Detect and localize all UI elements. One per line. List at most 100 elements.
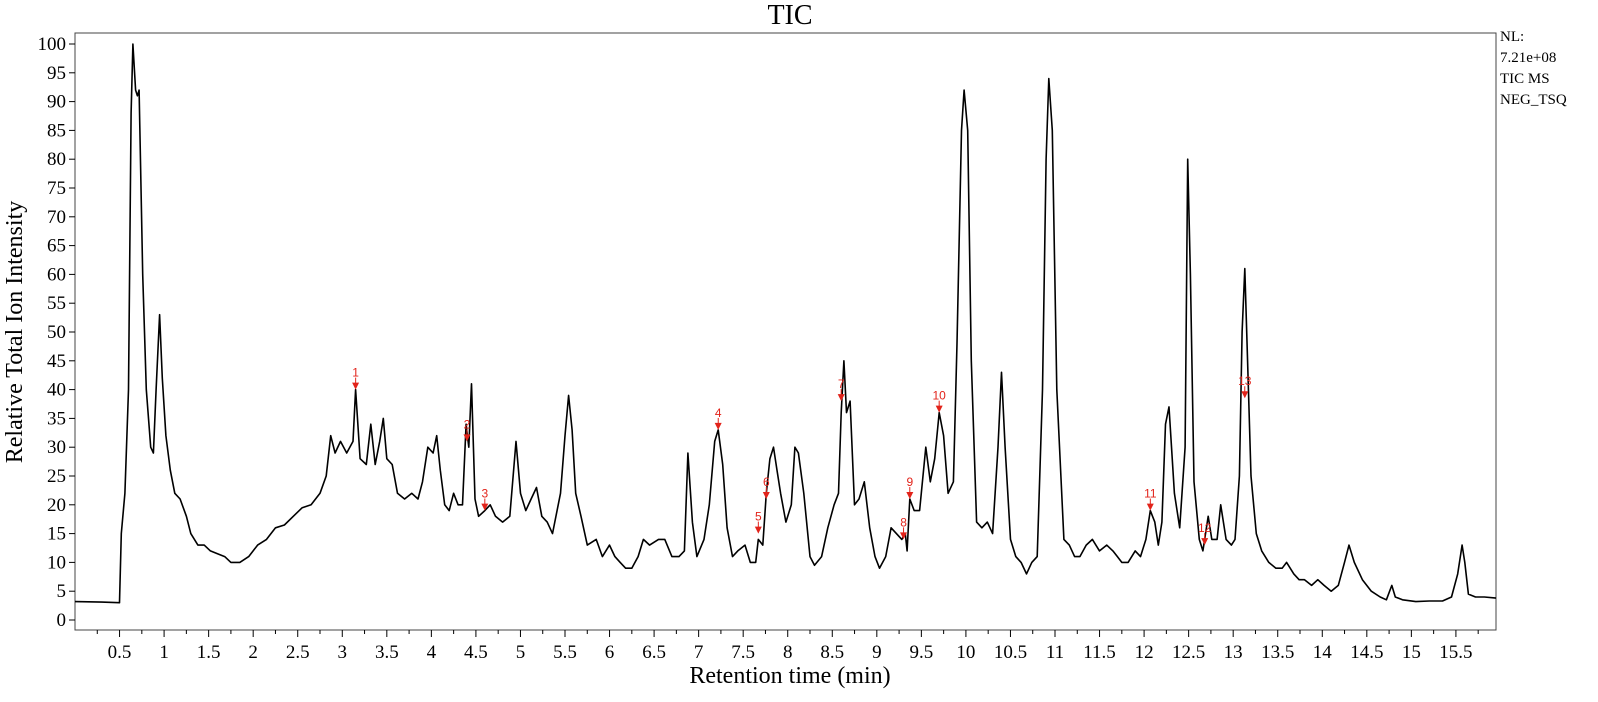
- y-tick-label: 20: [47, 495, 66, 516]
- scan-type: TIC MS: [1500, 71, 1550, 87]
- x-tick-label: 13: [1224, 642, 1243, 663]
- peak-label: 12: [1198, 521, 1212, 535]
- y-tick-label: 100: [38, 34, 67, 55]
- x-tick-label: 7.5: [731, 642, 755, 663]
- nl-value: 7.21e+08: [1500, 50, 1556, 66]
- x-axis-label: Retention time (min): [689, 663, 890, 689]
- x-tick-label: 4: [427, 642, 437, 663]
- y-tick-label: 60: [47, 264, 66, 285]
- y-tick-label: 75: [47, 178, 66, 199]
- peak-arrow: [762, 492, 770, 499]
- y-tick-label: 40: [47, 380, 66, 401]
- chart-title: TIC: [767, 0, 812, 31]
- peak-marker-11: 11: [1144, 487, 1157, 511]
- x-tick-label: 15.5: [1439, 642, 1472, 663]
- x-tick-label: 10: [956, 642, 975, 663]
- y-tick-label: 10: [47, 552, 66, 573]
- x-tick-label: 14: [1313, 642, 1333, 663]
- peak-arrow: [906, 492, 914, 499]
- peak-marker-3: 3: [481, 487, 488, 511]
- peak-arrow: [1201, 538, 1209, 546]
- peak-label: 1: [352, 366, 359, 380]
- x-tick-label: 4.5: [464, 642, 488, 663]
- x-tick-label: 6.5: [642, 642, 666, 663]
- x-tick-label: 2.5: [286, 642, 310, 663]
- y-axis-label: Relative Total Ion Intensity: [2, 201, 28, 464]
- x-tick-label: 1: [159, 642, 169, 663]
- peak-arrow: [754, 526, 762, 534]
- x-tick-label: 13.5: [1261, 642, 1294, 663]
- x-axis: 0.5 1 1.5 2 2.5 3 3.5 4 4.5 5 5.5 6 6.5 7 7.5 8 8.5 9 9.5 1…: [96, 630, 1479, 663]
- y-tick-label: 45: [47, 351, 66, 372]
- x-tick-label: 1.5: [197, 642, 221, 663]
- x-tick-label: 9.5: [909, 642, 933, 663]
- peak-label: 13: [1238, 374, 1252, 388]
- y-tick-label: 70: [47, 207, 66, 228]
- x-tick-label: 15: [1402, 642, 1421, 663]
- peak-arrow: [481, 503, 489, 511]
- x-tick-label: 11.5: [1083, 642, 1116, 663]
- x-tick-label: 7: [694, 642, 704, 663]
- peak-marker-7: 7: [837, 377, 845, 402]
- y-tick-label: 0: [57, 610, 67, 631]
- peak-arrow: [463, 434, 471, 442]
- x-tick-label: 9: [872, 642, 882, 663]
- peak-marker-4: 4: [714, 406, 722, 430]
- y-tick-label: 55: [47, 293, 66, 314]
- peak-label: 10: [933, 389, 947, 403]
- y-tick-label: 90: [47, 92, 66, 113]
- x-tick-label: 12: [1135, 642, 1154, 663]
- y-tick-label: 50: [47, 322, 66, 343]
- x-tick-label: 3: [338, 642, 348, 663]
- x-tick-label: 8.5: [820, 642, 844, 663]
- x-tick-label: 0.5: [108, 642, 132, 663]
- peak-arrow: [352, 382, 360, 390]
- peak-marker-12: 12: [1198, 521, 1212, 546]
- x-tick-label: 2: [248, 642, 258, 663]
- peak-marker-10: 10: [933, 389, 947, 413]
- y-tick-label: 80: [47, 149, 66, 170]
- peak-arrow: [714, 422, 722, 430]
- peak-label: 9: [906, 475, 913, 489]
- y-tick-label: 95: [47, 63, 66, 84]
- x-tick-label: 14.5: [1350, 642, 1383, 663]
- peak-marker-1: 1: [352, 366, 359, 390]
- x-tick-label: 11: [1046, 642, 1064, 663]
- normalization-note: NL: 7.21e+08 TIC MS NEG_TSQ: [1500, 29, 1567, 108]
- peak-label: 7: [838, 377, 845, 391]
- nl-label: NL:: [1500, 29, 1524, 45]
- x-tick-label: 10.5: [994, 642, 1027, 663]
- peak-marker-2: 2: [463, 417, 471, 442]
- x-tick-label: 8: [783, 642, 793, 663]
- peak-label: 8: [900, 515, 907, 529]
- peak-arrow: [935, 405, 943, 413]
- y-tick-label: 25: [47, 466, 66, 487]
- peak-label: 6: [763, 475, 770, 489]
- peak-marker-6: 6: [762, 475, 770, 499]
- tic-trace-line: [74, 43, 1497, 604]
- y-tick-label: 65: [47, 236, 66, 257]
- y-tick-label: 35: [47, 408, 66, 429]
- y-tick-label: 15: [47, 524, 66, 545]
- peak-arrow: [1146, 503, 1154, 511]
- y-tick-label: 85: [47, 120, 66, 141]
- peak-marker-5: 5: [754, 510, 762, 534]
- peak-marker-13: 13: [1238, 374, 1252, 399]
- plot-frame: [74, 32, 1497, 631]
- peak-label: 2: [464, 417, 471, 431]
- x-tick-label: 6: [605, 642, 615, 663]
- y-axis: 0 5 10 15 20 25 30 35 40 45 50 55 60 65 70 75 80 85 90 95 10…: [38, 34, 75, 631]
- y-tick-label: 5: [57, 581, 67, 602]
- peak-arrow: [1241, 391, 1249, 399]
- peak-arrow: [900, 532, 907, 540]
- x-tick-label: 3.5: [375, 642, 399, 663]
- peak-arrow: [837, 394, 845, 402]
- peak-marker-8: 8: [900, 515, 907, 540]
- x-tick-label: 5: [516, 642, 526, 663]
- y-tick-label: 30: [47, 437, 66, 458]
- peak-label: 11: [1144, 487, 1157, 501]
- peak-marker-9: 9: [906, 475, 913, 499]
- peak-label: 5: [755, 510, 762, 524]
